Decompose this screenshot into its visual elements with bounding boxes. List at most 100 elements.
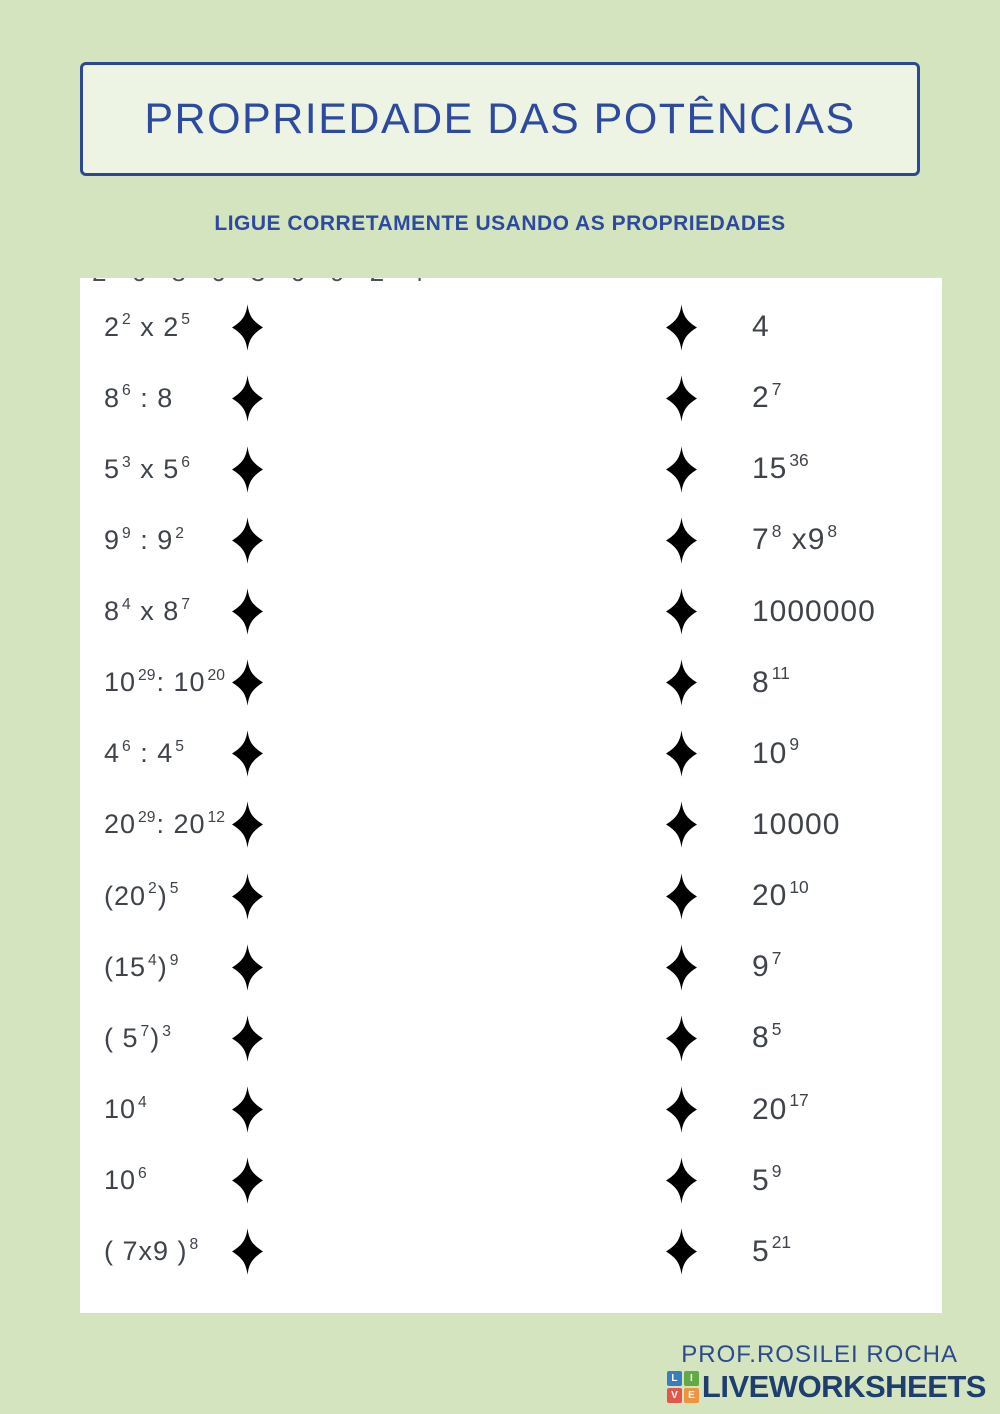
logo-tile-l: L	[666, 1371, 682, 1386]
match-row: 10 6 5 9	[96, 1150, 922, 1212]
sparkle-star-icon[interactable]	[231, 588, 263, 635]
exponent: 5	[771, 1018, 782, 1039]
right-expression: 20 17	[706, 1090, 922, 1127]
base-text: )	[157, 951, 168, 982]
exponent: 8	[771, 520, 782, 541]
right-expression: 10000	[706, 808, 922, 842]
sparkle-star-icon[interactable]	[231, 659, 263, 706]
sparkle-star-icon[interactable]	[665, 730, 697, 778]
sparkle-star-icon[interactable]	[231, 374, 263, 422]
base-text: 1000000	[752, 594, 876, 628]
sparkle-star-icon[interactable]	[231, 944, 263, 991]
match-row: (20 2) 5 20 10	[96, 865, 922, 927]
left-expression: 20 29: 20 12	[96, 809, 225, 840]
left-connector	[222, 730, 272, 778]
base-text: 10	[104, 1165, 137, 1196]
exponent: 3	[162, 1022, 171, 1040]
sparkle-star-icon[interactable]	[665, 1228, 697, 1276]
right-expression: 20 10	[706, 876, 922, 913]
sparkle-star-icon[interactable]	[231, 1228, 263, 1276]
base-text: x9	[782, 523, 826, 557]
right-connector	[656, 730, 706, 778]
exponent: 9	[122, 524, 131, 542]
match-row: ( 7x9 ) 8 5 21	[96, 1221, 922, 1283]
left-connector	[222, 374, 272, 422]
exponent: 6	[122, 738, 131, 756]
right-connector	[656, 1015, 706, 1062]
right-connector	[656, 659, 706, 706]
liveworksheets-wordmark: LIVEWORKSHEETS	[701, 1369, 987, 1404]
logo-tile-e: E	[683, 1388, 699, 1403]
left-connector	[222, 517, 272, 564]
sparkle-star-icon[interactable]	[231, 446, 263, 493]
exponent: 7	[771, 378, 782, 399]
sparkle-star-icon[interactable]	[665, 1086, 697, 1133]
sparkle-star-icon[interactable]	[665, 588, 697, 635]
sparkle-star-icon[interactable]	[231, 730, 263, 778]
sparkle-star-icon[interactable]	[231, 1015, 263, 1062]
left-expression: ( 7x9 ) 8	[96, 1236, 222, 1267]
exponent: 7	[771, 947, 782, 968]
base-text: x 8	[131, 596, 180, 627]
exponent: 5	[181, 311, 190, 329]
sparkle-star-icon[interactable]	[665, 374, 697, 422]
left-expression: 10 6	[96, 1165, 222, 1196]
right-connector	[656, 1086, 706, 1133]
sparkle-star-icon[interactable]	[665, 517, 697, 564]
exponent: 8	[827, 520, 838, 541]
base-text: 20	[752, 879, 788, 913]
sparkle-star-icon[interactable]	[665, 446, 697, 493]
right-connector	[656, 374, 706, 422]
sparkle-star-icon[interactable]	[665, 303, 697, 351]
left-connector	[222, 303, 272, 351]
exponent: 2	[148, 880, 157, 898]
base-text: 8	[752, 665, 770, 699]
sparkle-star-icon[interactable]	[231, 1086, 263, 1133]
sparkle-star-icon[interactable]	[231, 1157, 263, 1204]
sparkle-star-icon[interactable]	[231, 517, 263, 564]
right-connector	[656, 801, 706, 849]
base-text: 15	[752, 452, 788, 486]
match-row: 10 4 20 17	[96, 1079, 922, 1141]
sparkle-star-icon[interactable]	[665, 659, 697, 706]
exponent: 9	[771, 1161, 782, 1182]
exponent: 36	[789, 449, 809, 470]
left-expression: 10 29: 10 20	[96, 667, 225, 698]
exponent: 5	[175, 738, 184, 756]
base-text: 8	[752, 1021, 770, 1055]
sparkle-star-icon[interactable]	[665, 1157, 697, 1204]
base-text: 20	[752, 1092, 788, 1126]
exponent: 21	[771, 1232, 792, 1253]
base-text: 2	[752, 381, 770, 415]
left-connector	[222, 1015, 272, 1062]
exponent: 4	[122, 595, 131, 613]
left-connector	[222, 1086, 272, 1133]
sparkle-star-icon[interactable]	[231, 303, 263, 351]
left-connector	[222, 659, 272, 706]
left-connector	[222, 801, 272, 849]
base-text: x 5	[131, 453, 180, 484]
sparkle-star-icon[interactable]	[665, 944, 697, 991]
right-connector	[656, 303, 706, 351]
sparkle-star-icon[interactable]	[231, 801, 263, 849]
right-expression: 8 11	[706, 663, 922, 700]
match-row: 20 29: 20 12 10000	[96, 794, 922, 856]
base-text: 5	[752, 1234, 770, 1268]
exponent: 10	[789, 876, 809, 897]
sparkle-star-icon[interactable]	[665, 872, 697, 920]
right-expression: 1000000	[706, 595, 922, 629]
sparkle-star-icon[interactable]	[231, 872, 263, 920]
right-connector	[656, 1157, 706, 1204]
sparkle-star-icon[interactable]	[665, 1015, 697, 1062]
right-connector	[656, 872, 706, 920]
sparkle-star-icon[interactable]	[665, 801, 697, 849]
exponent: 2	[175, 524, 184, 542]
